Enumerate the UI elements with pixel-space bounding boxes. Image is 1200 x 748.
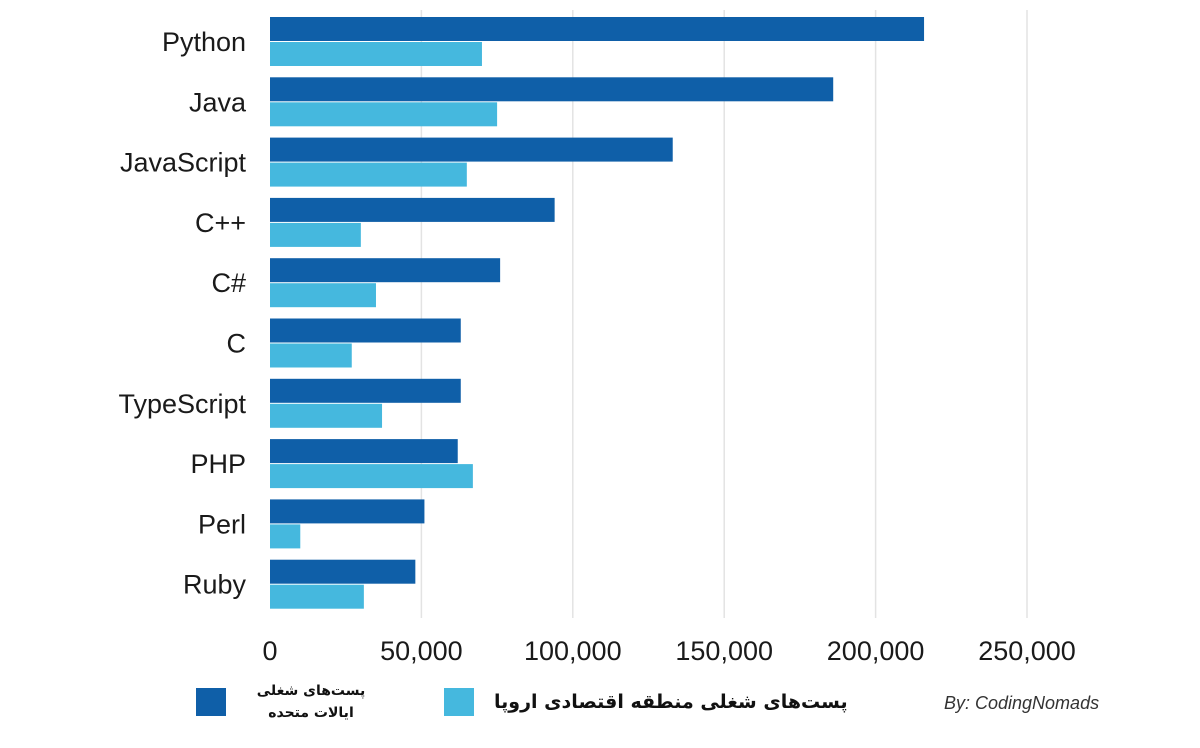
bar-us [270,439,458,464]
legend-swatch-us [196,688,226,716]
bar-us [270,318,461,343]
legend-swatch-eu [444,688,474,716]
category-label: TypeScript [118,389,246,419]
legend-label-us: پست‌های شغلی ایالات متحده [256,683,366,721]
bar-us [270,17,925,41]
bars [270,17,925,609]
x-tick-label: 200,000 [827,636,925,666]
category-label: C# [211,268,246,298]
credit-text: By: CodingNomads [944,693,1100,713]
category-label: PHP [190,449,246,479]
bar-eu [270,222,361,247]
bar-us [270,499,425,524]
category-label: C++ [195,208,246,238]
bar-eu [270,403,383,428]
category-label: Java [189,87,247,117]
category-label: C [227,329,247,359]
bar-eu [270,464,473,489]
legend-label-eu: پست‌های شغلی منطقه اقتصادی اروپا [494,691,848,713]
bar-us [270,77,834,102]
x-tick-label: 50,000 [380,636,463,666]
category-labels: Python Java JavaScript C++ C# C TypeScript PHP P… [118,27,247,600]
bar-eu [270,584,364,609]
x-axis-ticks: 0 50,000 100,000 150,000 200,000 250,000 [262,636,1075,666]
legend-item-us: پست‌های شغلی ایالات متحده [196,680,376,724]
bar-eu [270,343,352,368]
bar-us [270,137,673,162]
category-label: Python [162,27,246,57]
bar-us [270,197,555,222]
x-tick-label: 100,000 [524,636,622,666]
x-tick-label: 0 [262,636,277,666]
x-tick-label: 250,000 [978,636,1076,666]
bar-eu [270,524,301,549]
bar-us [270,258,501,283]
bar-eu [270,162,467,187]
category-label: Ruby [183,570,247,600]
category-label: JavaScript [120,148,247,178]
bar-eu [270,283,376,308]
category-label: Perl [198,509,246,539]
bar-us [270,559,416,584]
bar-eu [270,102,498,127]
legend-item-eu: پست‌های شغلی منطقه اقتصادی اروپا [444,688,848,716]
bar-us [270,378,461,403]
bar-eu [270,42,482,66]
x-tick-label: 150,000 [675,636,773,666]
